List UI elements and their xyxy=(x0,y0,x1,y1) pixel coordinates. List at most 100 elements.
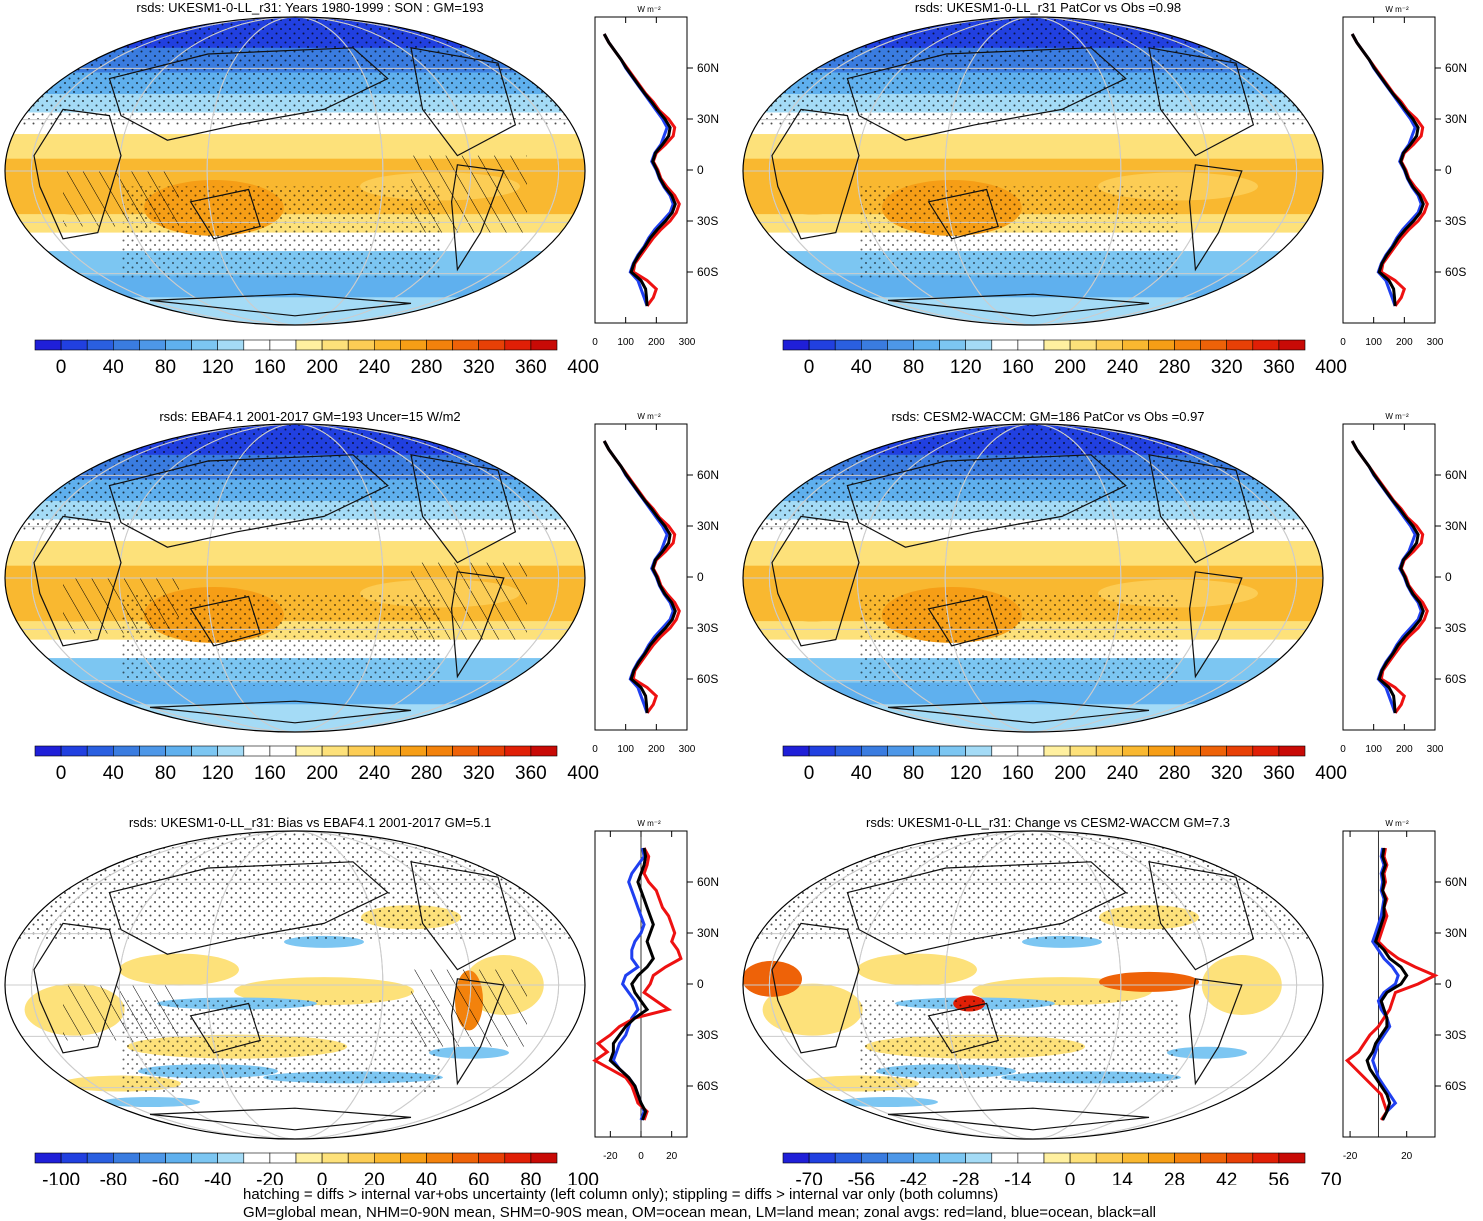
zonal-y-label: 0 xyxy=(1445,570,1452,584)
colorbar-tick-label: 160 xyxy=(254,763,286,784)
map-stippling xyxy=(743,831,1323,939)
graticule-meridian xyxy=(856,831,1210,1139)
map-color-band xyxy=(5,275,585,299)
colorbar: 0 40 80 120 160 200 240 280 320 360 400 xyxy=(782,339,1347,378)
continent-outline xyxy=(149,1107,412,1131)
continent-outline xyxy=(887,700,1150,724)
zonal-y-label: 30S xyxy=(697,1028,718,1042)
colorbar-swatch xyxy=(1200,1152,1227,1164)
colorbar-swatch xyxy=(991,745,1019,757)
colorbar-swatch xyxy=(1095,1152,1123,1164)
map-color-band xyxy=(743,297,1323,325)
colorbar-swatch xyxy=(1148,1152,1175,1164)
panel-title: rsds: UKESM1-0-LL_r31: Bias vs EBAF4.1 2… xyxy=(128,815,492,830)
continent-outline xyxy=(189,188,261,240)
colorbar-swatch xyxy=(191,339,219,351)
colorbar-swatch xyxy=(86,1152,114,1164)
continent-outline xyxy=(1188,571,1243,679)
colorbar-tick-label: 14 xyxy=(1112,1170,1134,1185)
map-panel xyxy=(4,423,586,733)
zonal-x-label: 300 xyxy=(1427,337,1444,348)
zonal-y-label: 30S xyxy=(697,621,718,635)
zonal-y-label: 60N xyxy=(697,61,719,75)
zonal-x-label: 100 xyxy=(1365,744,1382,755)
continent-outline xyxy=(108,861,389,955)
continent-outline xyxy=(846,454,1127,548)
colorbar-swatch xyxy=(426,1152,453,1164)
continent-outline xyxy=(108,47,389,141)
continent-outline xyxy=(927,188,999,240)
zonal-curve-ocean xyxy=(602,440,675,714)
colorbar-swatch xyxy=(1069,745,1097,757)
map-positive-anomaly xyxy=(119,953,239,986)
zonal-curve-all xyxy=(602,33,677,307)
map-field xyxy=(5,17,585,325)
colorbar-swatch xyxy=(347,339,375,351)
colorbar-swatch xyxy=(913,1152,940,1164)
zonal-mean-plot: W m⁻² 60N 30N 0 30S 60S 0 100 200 300 xyxy=(1340,5,1467,348)
colorbar-swatch xyxy=(400,339,427,351)
map-max-region xyxy=(767,170,858,215)
footer-hatching-note: hatching = diffs > internal var+obs unce… xyxy=(243,1186,999,1203)
zonal-curve-all xyxy=(602,440,677,714)
colorbar-swatch xyxy=(60,1152,88,1164)
colorbar-swatch xyxy=(139,745,166,757)
colorbar-swatch xyxy=(913,745,940,757)
colorbar-swatch xyxy=(295,1152,323,1164)
colorbar-swatch xyxy=(834,745,862,757)
panel-title: rsds: UKESM1-0-LL_r31 PatCor vs Obs =0.9… xyxy=(914,0,1182,15)
zonal-curve-land xyxy=(602,33,681,307)
zonal-x-label: 20 xyxy=(1401,1151,1413,1162)
colorbar-tick-label: 60 xyxy=(468,1170,489,1185)
colorbar-swatch xyxy=(243,339,271,351)
zonal-y-label: 30S xyxy=(697,214,718,228)
colorbar-tick-label: 240 xyxy=(358,357,390,378)
zonal-unit-label: W m⁻² xyxy=(637,5,661,14)
zonal-curve-all xyxy=(1350,440,1425,714)
colorbar: -70 -56 -42 -28 -14 0 14 28 42 56 70 xyxy=(782,1152,1342,1185)
zonal-x-label: 200 xyxy=(648,337,665,348)
colorbar-tick-label: -70 xyxy=(795,1170,822,1185)
colorbar-tick-label: 360 xyxy=(515,357,547,378)
map-max-region xyxy=(767,577,858,622)
map-color-band xyxy=(743,134,1323,160)
zonal-x-label: 0 xyxy=(592,744,598,755)
colorbar-swatch xyxy=(1226,1152,1254,1164)
zonal-x-label: 100 xyxy=(1365,337,1382,348)
colorbar-tick-label: 200 xyxy=(1054,763,1086,784)
colorbar-swatch xyxy=(347,1152,375,1164)
colorbar-tick-label: 0 xyxy=(804,763,815,784)
colorbar-swatch xyxy=(217,745,245,757)
colorbar-swatch xyxy=(400,745,427,757)
panel-title: rsds: EBAF4.1 2001-2017 GM=193 Uncer=15 … xyxy=(159,409,461,424)
colorbar-swatch xyxy=(808,339,836,351)
zonal-x-label: 0 xyxy=(592,337,598,348)
colorbar-swatch xyxy=(139,339,166,351)
colorbar-tick-label: 280 xyxy=(1159,763,1191,784)
panel-title: rsds: CESM2-WACCM: GM=186 PatCor vs Obs … xyxy=(891,409,1205,424)
colorbar-tick-label: 40 xyxy=(103,763,124,784)
colorbar-swatch xyxy=(965,1152,993,1164)
map-negative-anomaly xyxy=(1022,935,1102,948)
map-panel xyxy=(4,16,586,326)
colorbar-swatch xyxy=(243,1152,271,1164)
colorbar-swatch xyxy=(347,745,375,757)
colorbar-tick-label: 160 xyxy=(1002,763,1034,784)
colorbar-swatch xyxy=(321,1152,349,1164)
colorbar-swatch xyxy=(373,1152,401,1164)
colorbar-swatch xyxy=(113,339,140,351)
colorbar-swatch xyxy=(165,1152,192,1164)
map-color-band xyxy=(743,275,1323,299)
colorbar-swatch xyxy=(834,1152,862,1164)
map-positive-anomaly xyxy=(234,977,414,1006)
colorbar-tick-label: 0 xyxy=(56,763,67,784)
colorbar-tick-label: 280 xyxy=(1159,357,1191,378)
colorbar-tick-label: 40 xyxy=(103,357,124,378)
map-panel xyxy=(742,16,1324,326)
colorbar-tick-label: 20 xyxy=(364,1170,385,1185)
colorbar-swatch xyxy=(939,339,966,351)
zonal-y-label: 30N xyxy=(697,112,719,126)
colorbar-swatch xyxy=(1122,339,1149,351)
zonal-x-label: 0 xyxy=(638,1151,644,1162)
colorbar-tick-label: -14 xyxy=(1004,1170,1032,1185)
